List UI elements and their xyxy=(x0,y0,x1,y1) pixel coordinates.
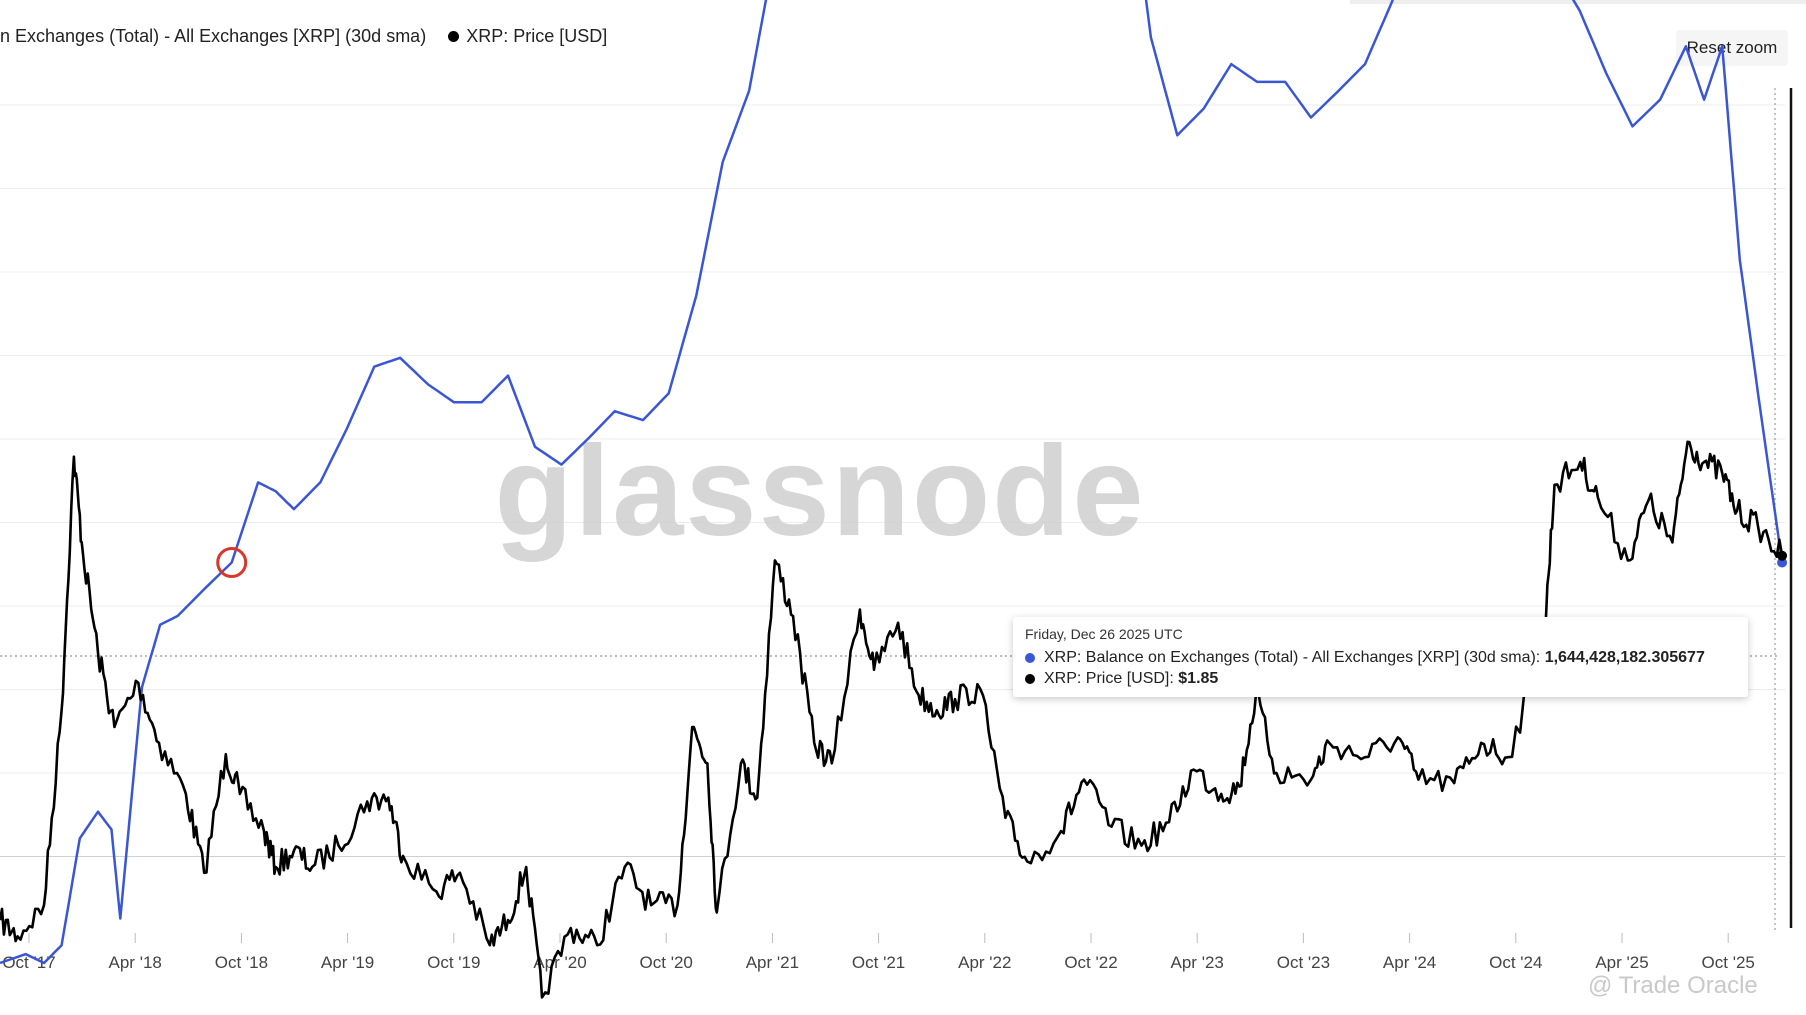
x-axis-tick-label: Apr '23 xyxy=(1171,953,1224,972)
tooltip-price-value: $1.85 xyxy=(1178,670,1219,687)
x-axis-tick-label: Oct '23 xyxy=(1277,953,1330,972)
x-axis-tick-label: Apr '19 xyxy=(321,953,374,972)
tooltip-dot-price xyxy=(1025,674,1035,684)
legend-item-price-label: XRP: Price [USD] xyxy=(466,26,608,46)
hover-tooltip: Friday, Dec 26 2025 UTC XRP: Balance on … xyxy=(1013,617,1748,697)
x-axis-tick-label: Oct '20 xyxy=(640,953,693,972)
tooltip-balance-value: 1,644,428,182.305677 xyxy=(1544,649,1705,666)
x-axis-tick-label: Oct '24 xyxy=(1489,953,1542,972)
top-strip xyxy=(1350,0,1806,4)
x-axis-tick-label: Apr '24 xyxy=(1383,953,1436,972)
x-axis-tick-label: Oct '18 xyxy=(215,953,268,972)
credit-watermark: @ Trade Oracle xyxy=(1588,972,1758,1000)
x-axis-tick-label: Apr '18 xyxy=(109,953,162,972)
x-axis-tick-label: Apr '20 xyxy=(533,953,586,972)
x-axis: Oct '17 Apr '18 Oct '18 Apr '19 Oct '19 Apr '… xyxy=(2,933,1755,972)
x-axis-tick-label: Apr '25 xyxy=(1595,953,1648,972)
tooltip-price-name: XRP: Price [USD]: xyxy=(1044,670,1174,687)
tooltip-balance-name: XRP: Balance on Exchanges (Total) - All … xyxy=(1044,649,1541,666)
x-axis-tick-label: Oct '22 xyxy=(1064,953,1117,972)
tooltip-dot-balance xyxy=(1025,653,1035,663)
legend-item-balance-label: n Exchanges (Total) - All Exchanges [XRP… xyxy=(0,26,427,46)
credit-text: @ Trade Oracle xyxy=(1588,972,1758,999)
tooltip-date: Friday, Dec 26 2025 UTC xyxy=(1025,626,1183,642)
glassnode-watermark: glassnode xyxy=(494,420,1145,563)
reset-zoom-button[interactable]: Reset zoom xyxy=(1676,30,1788,66)
x-axis-tick-label: Apr '22 xyxy=(958,953,1011,972)
legend-item-balance[interactable]: n Exchanges (Total) - All Exchanges [XRP… xyxy=(0,26,426,47)
price-series-line xyxy=(0,440,1784,999)
x-axis-tick-label: Oct '25 xyxy=(1702,953,1755,972)
price-endpoint-marker xyxy=(1777,550,1788,561)
x-axis-tick-label: Oct '21 xyxy=(852,953,905,972)
highlight-circle-marker xyxy=(216,547,248,578)
legend-item-price[interactable]: XRP: Price [USD] xyxy=(448,26,607,47)
chart-legend: n Exchanges (Total) - All Exchanges [XRP… xyxy=(0,26,607,47)
legend-dot-price xyxy=(448,31,460,42)
x-axis-tick-label: Apr '21 xyxy=(746,953,799,972)
balance-series-line xyxy=(0,0,1784,965)
tooltip-row-balance: XRP: Balance on Exchanges (Total) - All … xyxy=(1025,649,1705,667)
tooltip-row-price: XRP: Price [USD]: $1.85 xyxy=(1025,670,1218,688)
x-axis-tick-label: Oct '19 xyxy=(427,953,480,972)
